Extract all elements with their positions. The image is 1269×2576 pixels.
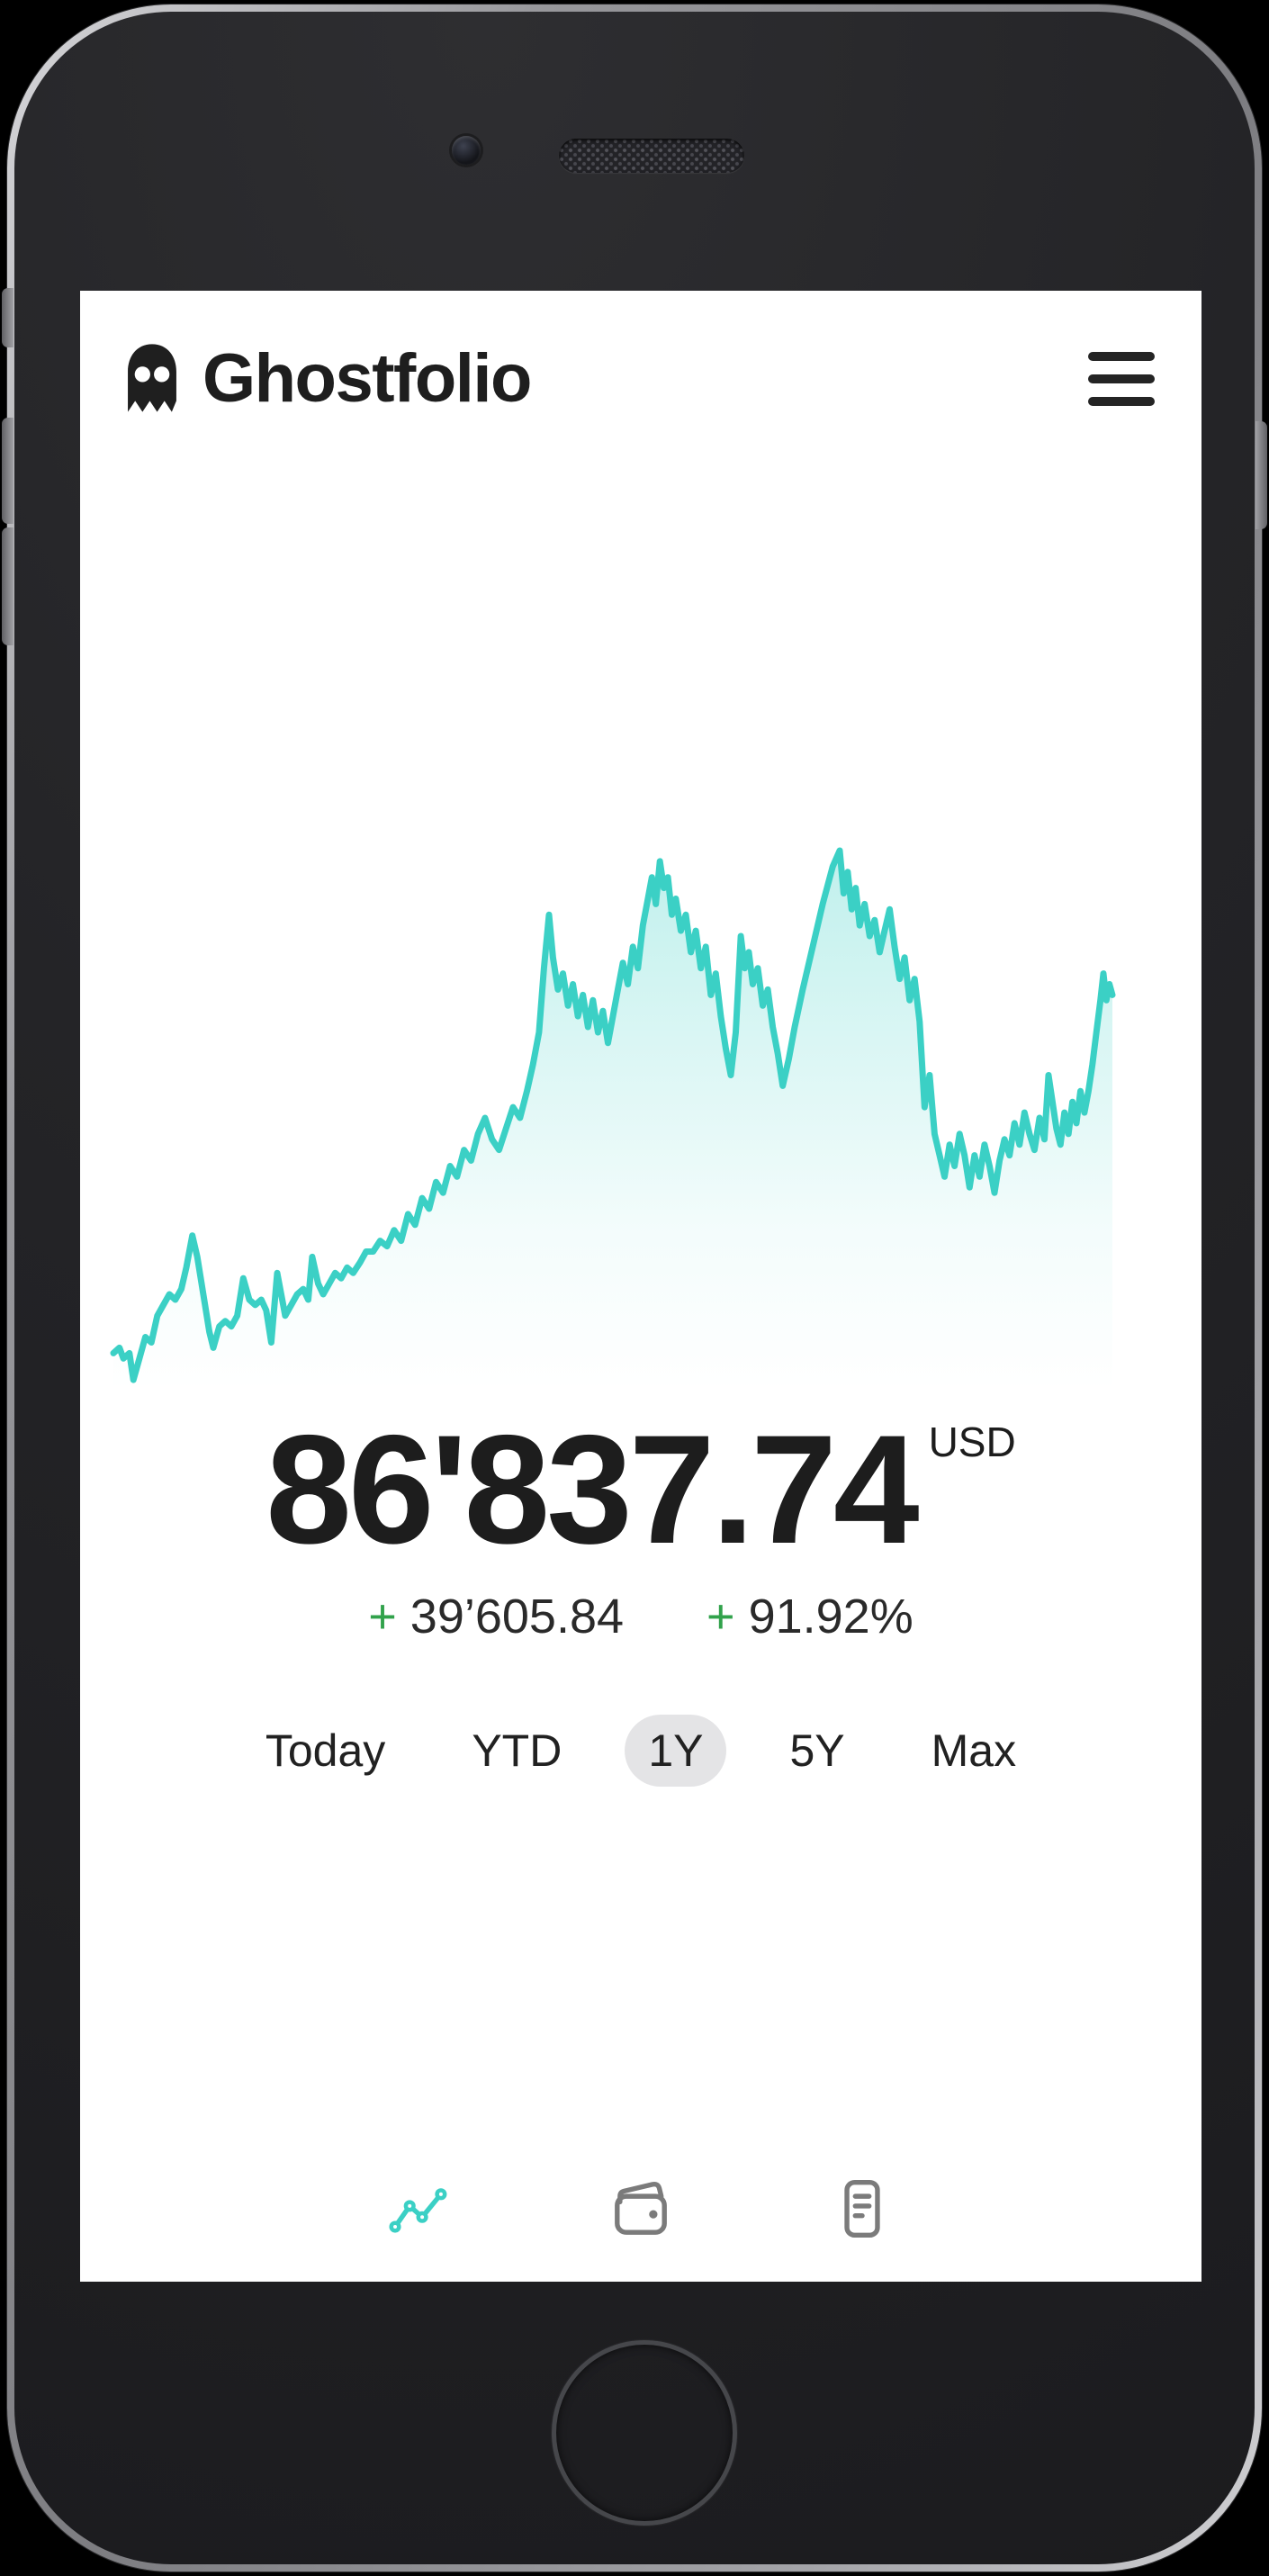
ghost-icon: [128, 344, 176, 412]
change-percent-value: 91.92%: [748, 1590, 914, 1644]
speaker-grille: [559, 139, 744, 173]
wallet-icon: [615, 2181, 667, 2235]
chart-line: [110, 847, 1116, 1383]
portfolio-value-row: 86'837.74 USD: [80, 1412, 1202, 1567]
range-button-5y[interactable]: 5Y: [766, 1715, 868, 1787]
nav-wallet-button[interactable]: [608, 2175, 674, 2242]
range-button-max[interactable]: Max: [908, 1715, 1040, 1787]
app-screen: Ghostfolio: [80, 291, 1202, 2282]
phone-frame: Ghostfolio: [2, 5, 1267, 2571]
app-header: Ghostfolio: [125, 338, 1155, 420]
area-chart: [110, 847, 1116, 1391]
currency-label: USD: [928, 1419, 1016, 1465]
portfolio-chart[interactable]: [110, 845, 1116, 1391]
portfolio-value: 86'837.74: [266, 1403, 919, 1576]
change-percent: + 91.92%: [706, 1592, 914, 1641]
range-selector: Today YTD 1Y 5Y Max: [80, 1715, 1202, 1787]
nav-reports-button[interactable]: [829, 2175, 896, 2242]
nav-performance-button[interactable]: [386, 2175, 453, 2242]
power-button: [1256, 421, 1267, 529]
volume-down-button: [2, 527, 14, 645]
change-amount-value: 39’605.84: [410, 1590, 625, 1644]
hamburger-icon: [1088, 352, 1155, 361]
mute-switch: [2, 288, 14, 347]
reports-icon: [844, 2180, 880, 2238]
chart-fill-area: [113, 851, 1112, 1391]
front-camera: [452, 136, 481, 165]
range-button-1y[interactable]: 1Y: [625, 1715, 727, 1787]
plus-sign-icon: +: [368, 1590, 397, 1644]
brand-name: Ghostfolio: [202, 340, 532, 417]
home-button: [552, 2340, 737, 2526]
change-row: + 39’605.84 + 91.92%: [80, 1592, 1202, 1641]
menu-button[interactable]: [1088, 347, 1155, 411]
volume-up-button: [2, 418, 14, 524]
bottom-nav: [80, 2175, 1202, 2242]
phone-body: Ghostfolio: [14, 12, 1255, 2564]
change-amount: + 39’605.84: [368, 1592, 624, 1641]
range-button-ytd[interactable]: YTD: [448, 1715, 585, 1787]
plus-sign-icon: +: [706, 1590, 735, 1644]
performance-chart-icon: [389, 2188, 447, 2233]
brand-logo[interactable]: Ghostfolio: [125, 340, 532, 417]
range-button-today[interactable]: Today: [242, 1715, 409, 1787]
